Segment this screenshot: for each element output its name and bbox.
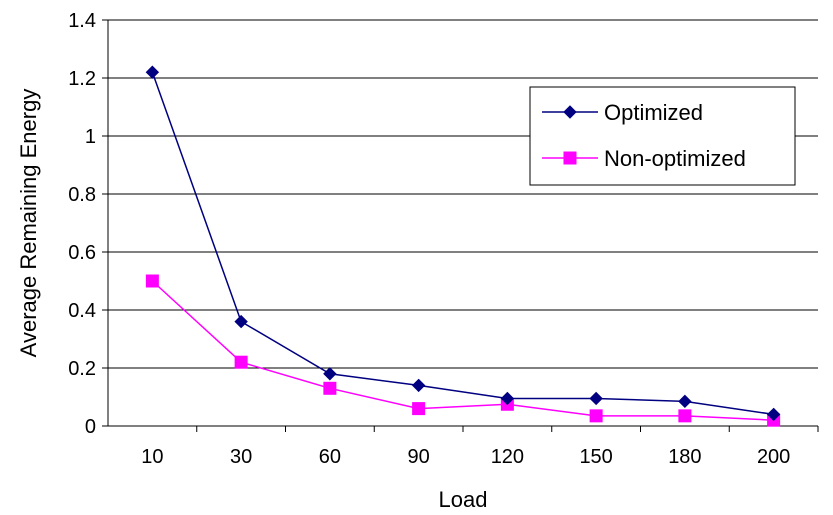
optimized-diamond-marker (323, 367, 337, 381)
legend-item-non-optimized: Non-optimized (542, 146, 746, 171)
x-tick-label: 180 (668, 446, 701, 468)
x-tick-label: 10 (141, 446, 163, 468)
y-axis-ticks: 0 0.2 0.4 0.6 0.8 1 1.2 1.4 (68, 10, 108, 438)
legend-optimized-diamond-marker (563, 105, 577, 119)
legend-box (529, 86, 796, 186)
y-axis-title: Average Remaining Energy (16, 89, 41, 358)
y-tick-label: 0.8 (68, 184, 96, 206)
optimized-diamond-marker (234, 314, 248, 329)
x-tick-label: 150 (579, 446, 612, 468)
non-optimized-square-marker (234, 355, 248, 369)
legend-label-non-optimized: Non-optimized (604, 146, 746, 171)
optimized-diamond-marker (145, 65, 160, 79)
x-tick-label: 90 (408, 446, 430, 468)
legend-item-optimized: Optimized (542, 100, 703, 125)
optimized-diamond-marker (766, 407, 781, 422)
x-tick-label: 30 (230, 446, 252, 468)
y-tick-label: 0.4 (68, 300, 96, 322)
series-layer (145, 65, 781, 427)
x-tick-label: 200 (757, 446, 790, 468)
x-axis-ticks: 10 30 60 90 120 150 180 200 (141, 426, 819, 468)
y-tick-label: 1.4 (68, 10, 96, 32)
non-optimized-square-marker (678, 409, 692, 423)
x-tick-label: 120 (491, 446, 524, 468)
non-optimized-square-marker (323, 381, 337, 395)
series-optimized (145, 65, 781, 422)
x-tick-label: 60 (319, 446, 341, 468)
gridlines (108, 19, 818, 369)
optimized-diamond-marker (500, 391, 515, 406)
axes (107, 20, 818, 427)
legend-label-optimized: Optimized (604, 100, 703, 125)
legend-non-optimized-square-marker (563, 151, 577, 165)
non-optimized-square-marker (589, 409, 603, 423)
y-tick-label: 1.2 (68, 68, 96, 90)
legend: Optimized Non-optimized (529, 86, 796, 186)
x-axis-title: Load (439, 487, 488, 512)
non-optimized-square-marker (412, 402, 426, 416)
y-tick-label: 0.6 (68, 242, 96, 264)
non-optimized-square-marker (145, 274, 159, 288)
series-line-non-optimized (151, 280, 774, 421)
optimized-diamond-marker (589, 391, 603, 406)
series-line-optimized (151, 71, 774, 416)
y-tick-label: 0.2 (68, 358, 96, 380)
optimized-diamond-marker (678, 394, 692, 409)
y-tick-label: 0 (85, 416, 96, 438)
optimized-diamond-marker (411, 378, 426, 393)
y-tick-label: 1 (85, 126, 96, 148)
